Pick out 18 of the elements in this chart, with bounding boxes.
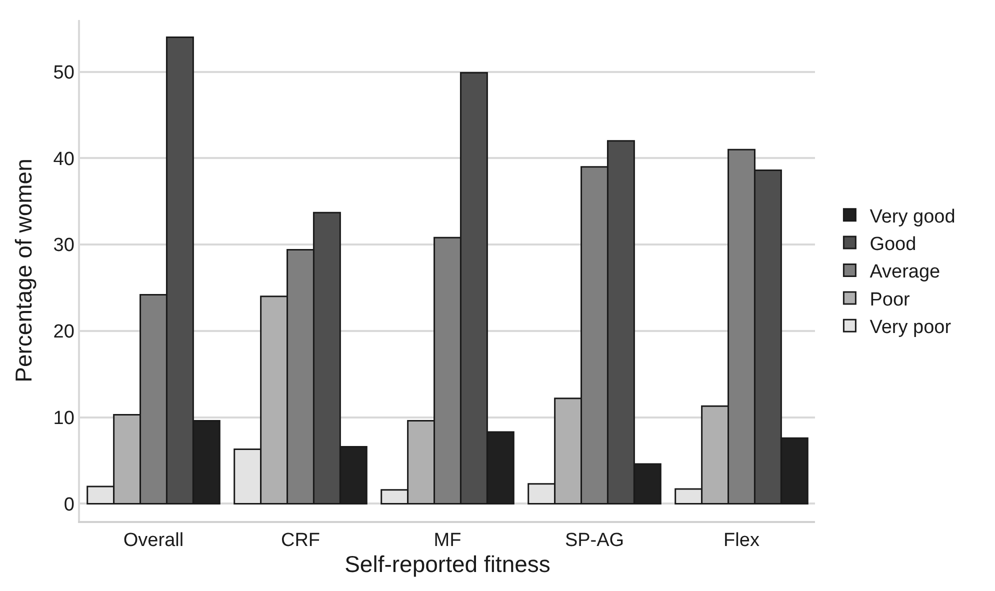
y-tick-label: 0 <box>64 494 74 516</box>
y-tick-label: 30 <box>53 235 74 256</box>
y-tick-label: 10 <box>53 408 74 429</box>
y-tick-label: 40 <box>53 148 74 170</box>
x-tick-label: MF <box>434 530 462 551</box>
x-tick-label: Flex <box>724 530 760 551</box>
legend-label: Average <box>870 262 940 283</box>
y-axis-title: Percentage of women <box>10 158 36 382</box>
x-tick-label: CRF <box>280 530 320 551</box>
x-tick-label: SP-AG <box>564 530 624 551</box>
legend-label: Very good <box>870 206 956 228</box>
legend-label: Very poor <box>870 317 952 338</box>
y-tick-label: 20 <box>53 322 74 343</box>
legend-label: Poor <box>870 289 911 310</box>
x-tick-label: Overall <box>123 530 184 551</box>
x-axis-title: Self-reported fitness <box>344 550 550 577</box>
legend-label: Good <box>870 234 916 255</box>
y-tick-label: 50 <box>53 62 74 84</box>
